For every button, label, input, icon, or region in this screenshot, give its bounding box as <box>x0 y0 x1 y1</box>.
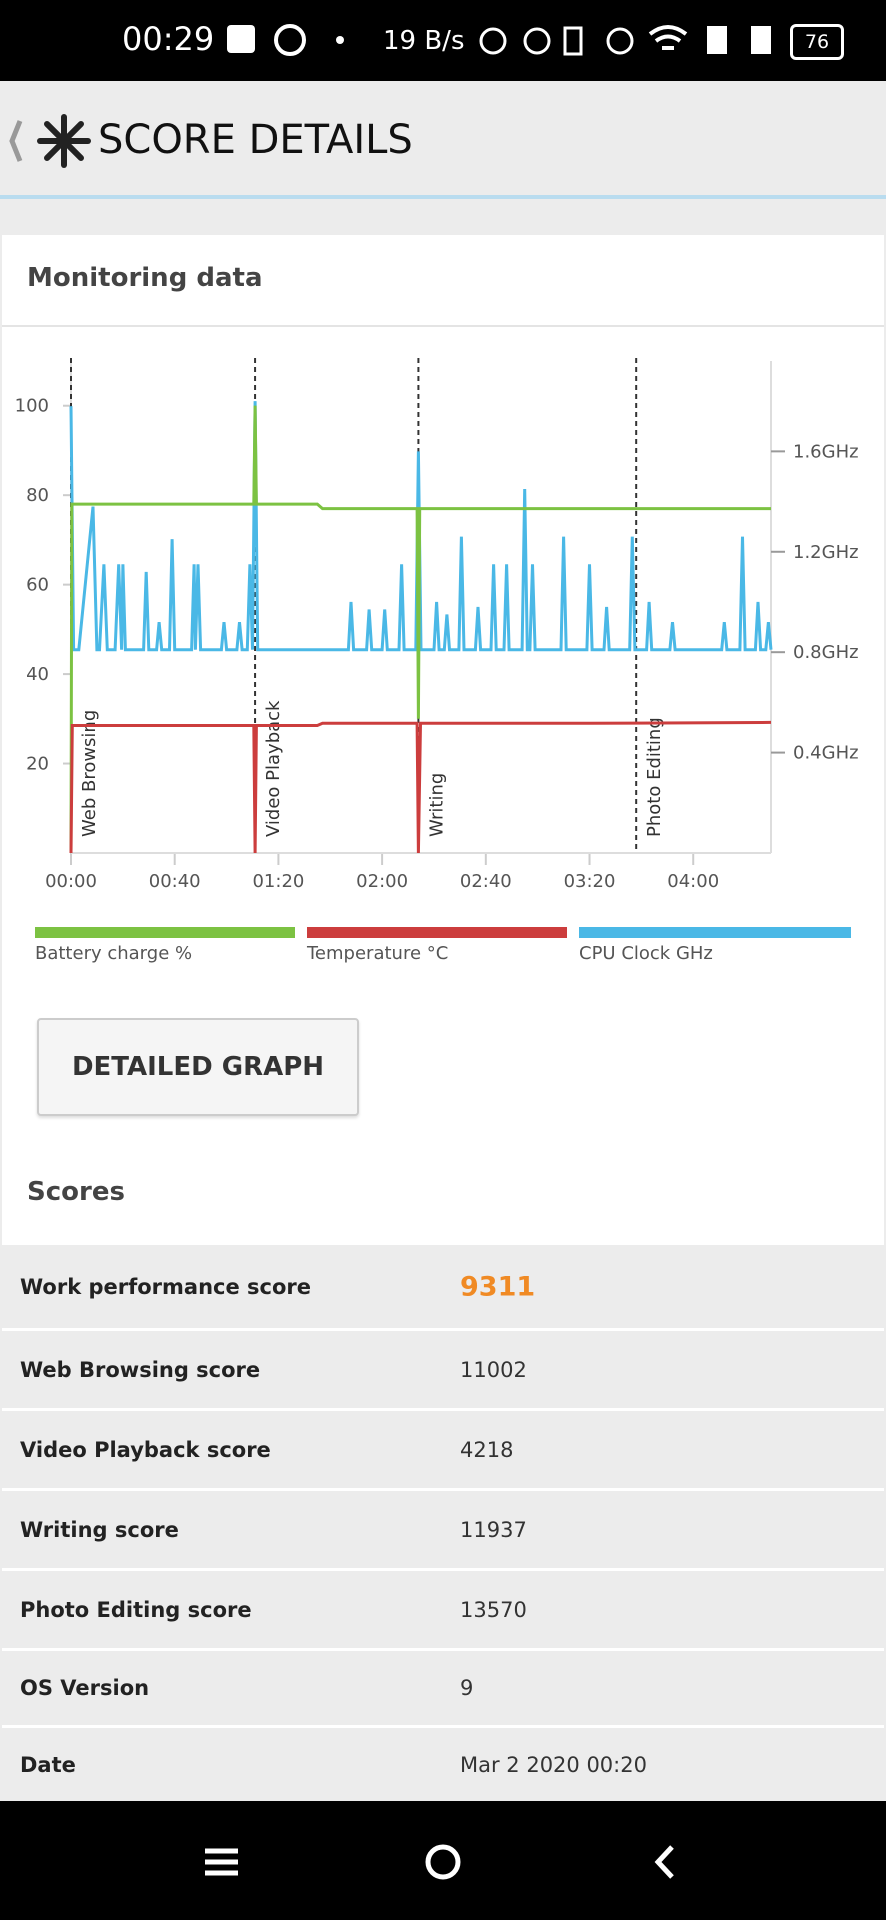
nav-icons <box>205 1844 674 1880</box>
score-value: 4218 <box>460 1437 514 1462</box>
event-label: Writing <box>426 773 447 837</box>
series-line <box>69 405 771 854</box>
score-label: Writing score <box>20 1517 179 1542</box>
monitoring-chart: 20 40 60 80 100 0.4GHz 0.8GHz 1.2GHz 1.6GHz 00:00… <box>15 358 859 964</box>
net-speed: 19 B/s <box>383 26 465 56</box>
y2-tick-label: 0.8GHz <box>793 642 859 663</box>
y-tick-label: 100 <box>15 396 49 417</box>
x-tick-label: 00:40 <box>149 871 201 892</box>
page-title: SCORE DETAILS <box>98 117 413 163</box>
event-label: Photo Editing <box>644 717 665 837</box>
score-label: Date <box>20 1752 76 1777</box>
x-tick-label: 02:40 <box>460 871 512 892</box>
x-tick-label: 01:20 <box>252 871 304 892</box>
y-tick-label: 40 <box>26 664 49 685</box>
y2-tick-label: 0.4GHz <box>793 743 859 764</box>
series-line <box>69 401 773 652</box>
score-value: Mar 2 2020 00:20 <box>460 1752 647 1777</box>
legend-swatch <box>35 927 295 938</box>
score-value: 11002 <box>460 1357 527 1382</box>
series-line <box>69 720 772 854</box>
score-label: OS Version <box>20 1676 150 1700</box>
nav-bar <box>0 1801 886 1920</box>
legend-swatch <box>307 927 567 938</box>
score-row: Date Mar 2 2020 00:20 <box>2 1725 884 1801</box>
score-row: OS Version 9 <box>2 1648 884 1725</box>
time: 00:29 <box>122 20 215 58</box>
legend-label: Temperature °C <box>306 943 448 964</box>
x-tick-label: 00:00 <box>45 871 97 892</box>
status-icons <box>227 24 344 56</box>
score-value: 13570 <box>460 1597 527 1622</box>
score-value: 9 <box>460 1676 474 1700</box>
y-tick-label: 80 <box>26 485 49 506</box>
status-bar: 00:29 19 B/s 76 <box>0 0 886 81</box>
x-tick-label: 02:00 <box>356 871 408 892</box>
battery: 76 <box>790 24 844 60</box>
y-tick-label: 20 <box>26 754 49 775</box>
section-title: Monitoring data <box>27 263 263 293</box>
event-label: Video Playback <box>263 700 284 837</box>
score-label: Photo Editing score <box>20 1597 252 1622</box>
score-value: 9311 <box>460 1271 536 1302</box>
scores-title: Scores <box>27 1177 125 1207</box>
score-label: Web Browsing score <box>20 1357 261 1382</box>
score-label: Work performance score <box>20 1274 312 1299</box>
status-icons-right <box>479 25 771 56</box>
legend-label: Battery charge % <box>35 943 192 964</box>
detailed-graph-button[interactable]: DETAILED GRAPH <box>37 1018 359 1116</box>
score-value: 11937 <box>460 1517 527 1542</box>
score-row: Work performance score 9311 <box>2 1242 884 1328</box>
x-tick-label: 04:00 <box>667 871 719 892</box>
legend-swatch <box>579 927 851 938</box>
score-row: Writing score 11937 <box>2 1488 884 1568</box>
y2-tick-label: 1.2GHz <box>793 542 859 563</box>
y2-tick-label: 1.6GHz <box>793 441 859 462</box>
y-tick-label: 60 <box>26 575 49 596</box>
logo <box>9 114 91 168</box>
x-tick-label: 03:20 <box>564 871 616 892</box>
legend-label: CPU Clock GHz <box>579 943 713 964</box>
score-row: Web Browsing score 11002 <box>2 1328 884 1408</box>
header: SCORE DETAILS <box>0 81 886 199</box>
score-row: Photo Editing score 13570 <box>2 1568 884 1648</box>
score-row: Video Playback score 4218 <box>2 1408 884 1488</box>
score-label: Video Playback score <box>20 1437 271 1462</box>
event-label: Web Browsing <box>79 710 100 837</box>
divider <box>2 325 884 327</box>
